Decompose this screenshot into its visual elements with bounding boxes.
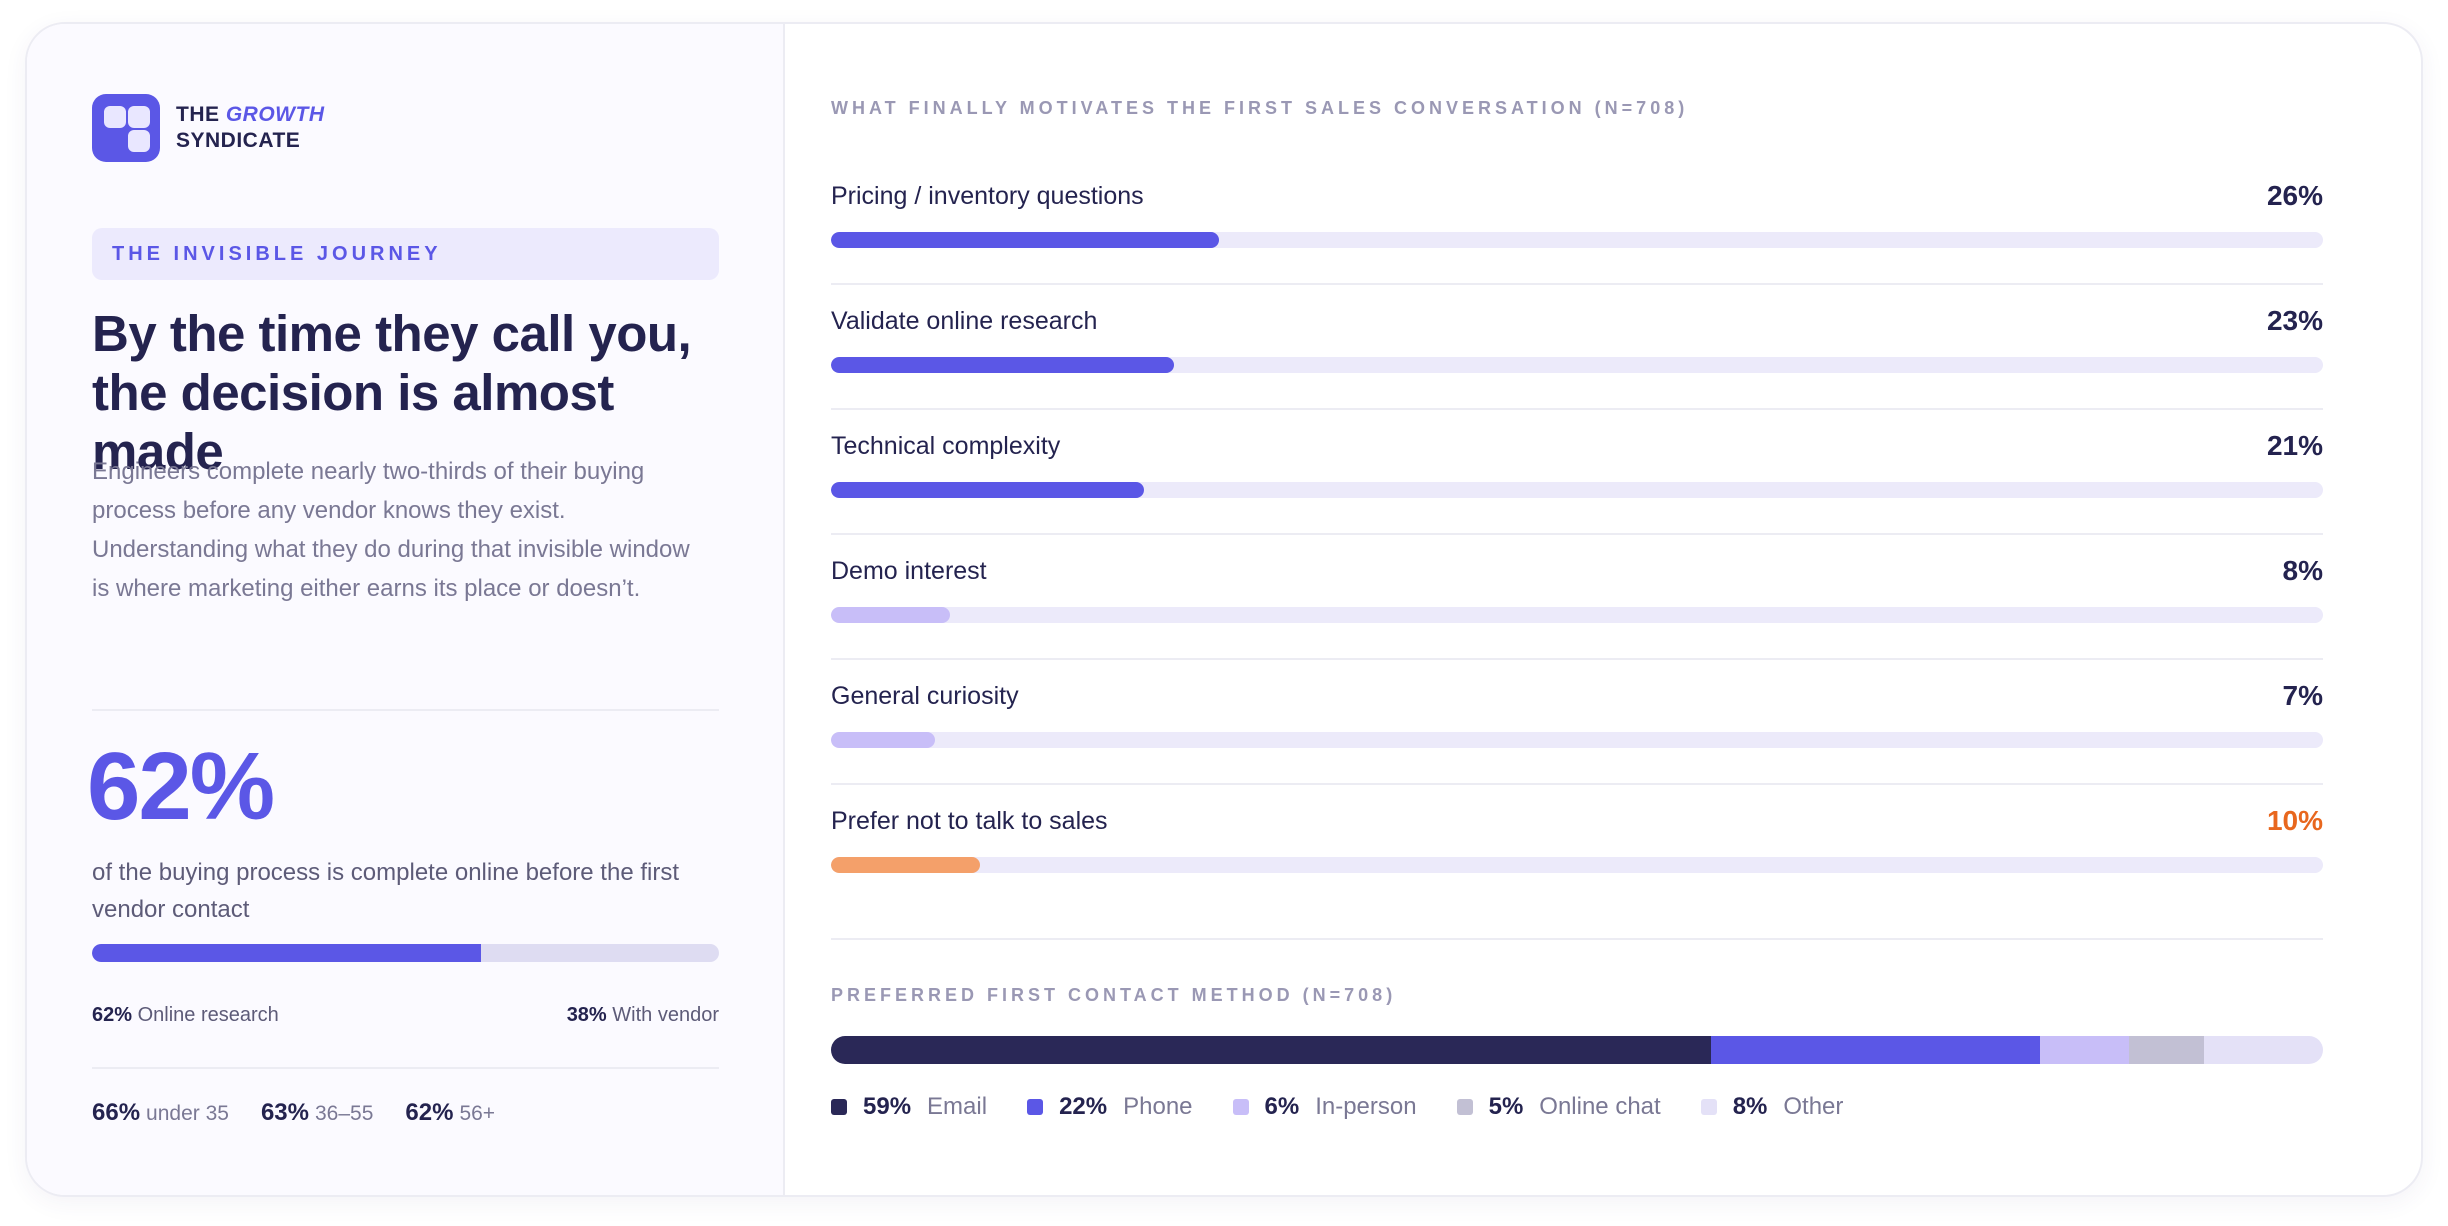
contact-method-legend: 59% Email 22% Phone 6% In-person 5% Online chat… (831, 1093, 1883, 1121)
big-stat-caption: of the buying process is complete online… (92, 859, 679, 923)
vendor-pct: 38% (566, 1004, 607, 1026)
divider (92, 1067, 719, 1069)
legend-label: In-person (1315, 1093, 1417, 1120)
age-label: under 35 (146, 1102, 229, 1125)
brand-name: THE GROWTH SYNDICATE (176, 102, 325, 154)
bar-value-label: 23% (2266, 305, 2323, 336)
bar-label: Validate online research (831, 307, 1098, 335)
brand-line1-b: GROWTH (225, 103, 325, 126)
age-group: 63% 36–55 (261, 1099, 373, 1127)
age-pct: 63% (260, 1099, 309, 1126)
divider (831, 938, 2323, 940)
bar-value-label: 10% (2266, 805, 2323, 836)
age-group: 66% under 35 (92, 1099, 229, 1127)
bar-track (831, 732, 2323, 748)
bar-track (831, 232, 2323, 248)
age-pct: 66% (92, 1099, 141, 1126)
stack-segment (2203, 1036, 2323, 1064)
legend-value: 22% (1059, 1093, 1108, 1120)
bar (831, 857, 981, 873)
bar-value-label: 8% (2282, 555, 2323, 586)
bar-row: General curiosity 7% (831, 660, 2323, 785)
age-breakdown: 66% under 35 63% 36–55 62% 56+ (92, 1099, 527, 1127)
online-text: Online research (137, 1004, 279, 1026)
bar (831, 232, 1219, 248)
legend-value: 8% (1732, 1093, 1768, 1120)
vendor-text: With vendor (612, 1004, 719, 1026)
bar-label: Technical complexity (831, 432, 1061, 460)
legend-item: 8% Other (1700, 1093, 1844, 1121)
split-labels: 62% Online research 38% With vendor (92, 1004, 719, 1027)
age-pct: 62% (405, 1099, 454, 1126)
bar-value-label: 26% (2266, 180, 2323, 211)
stack-segment (2129, 1036, 2204, 1064)
legend-item: 59% Email (831, 1093, 987, 1121)
online-vendor-split-bar (92, 944, 719, 962)
bar-row: Validate online research 23% (831, 285, 2323, 410)
contact-chart-title: PREFERRED FIRST CONTACT METHOD (N=708) (831, 985, 1397, 1005)
age-label: 36–55 (315, 1102, 374, 1125)
section-tag: THE INVISIBLE JOURNEY (92, 228, 719, 280)
legend-value: 6% (1264, 1093, 1300, 1120)
bar-value-label: 7% (2282, 680, 2323, 711)
vendor-label: 38% With vendor (567, 1004, 719, 1027)
bar-label: General curiosity (831, 682, 1019, 710)
bar (831, 732, 936, 748)
legend-value: 59% (863, 1093, 912, 1120)
legend-item: 5% Online chat (1456, 1093, 1661, 1121)
headline: By the time they call you, the decision … (92, 304, 752, 481)
description: Engineers complete nearly two-thirds of … (92, 458, 690, 602)
bar-row: Demo interest 8% (831, 535, 2323, 660)
age-label: 56+ (459, 1102, 496, 1125)
bar (831, 607, 951, 623)
stack-segment (2039, 1036, 2130, 1064)
divider (92, 709, 719, 711)
bar-track (831, 357, 2323, 373)
bar-track (831, 607, 2323, 623)
age-group: 62% 56+ (405, 1099, 495, 1127)
headline-line-2: the decision is almost made (92, 364, 614, 480)
bar-row: Pricing / inventory questions 26% (831, 160, 2323, 285)
bar-label: Pricing / inventory questions (831, 182, 1144, 210)
legend-item: 22% Phone (1027, 1093, 1193, 1121)
legend-label: Phone (1123, 1093, 1193, 1120)
left-panel: THE GROWTH SYNDICATE THE INVISIBLE JOURN… (27, 24, 785, 1195)
legend-swatch (1456, 1099, 1473, 1115)
bar-label: Prefer not to talk to sales (831, 807, 1108, 835)
bar (831, 357, 1175, 373)
stack-segment (1711, 1036, 2040, 1064)
legend-swatch (1700, 1099, 1717, 1115)
bar-value-label: 21% (2266, 430, 2323, 461)
bar-row: Prefer not to talk to sales 10% (831, 785, 2323, 910)
brand-line2: SYNDICATE (176, 129, 301, 152)
bar-row: Technical complexity 21% (831, 410, 2323, 535)
legend-label: Online chat (1539, 1093, 1661, 1120)
bar-track (831, 857, 2323, 873)
bar-label: Demo interest (831, 557, 987, 585)
contact-method-stacked-bar (831, 1036, 2323, 1064)
legend-value: 5% (1488, 1093, 1524, 1120)
bar (831, 482, 1145, 498)
legend-swatch (831, 1099, 847, 1115)
bar-track (831, 482, 2323, 498)
online-label: 62% Online research (92, 1004, 279, 1027)
headline-line-1: By the time they call you, (92, 305, 692, 362)
brand-logo-icon (92, 94, 160, 162)
motivation-chart-title: WHAT FINALLY MOTIVATES THE FIRST SALES C… (831, 98, 1689, 118)
motivation-bar-chart: Pricing / inventory questions 26% Validate… (831, 160, 2323, 910)
legend-label: Email (927, 1093, 988, 1120)
big-stat-value: 62% (87, 733, 275, 840)
legend-label: Other (1783, 1093, 1844, 1120)
brand: THE GROWTH SYNDICATE (92, 94, 325, 162)
online-pct: 62% (92, 1004, 133, 1026)
legend-swatch (1232, 1099, 1249, 1115)
legend-swatch (1027, 1099, 1044, 1115)
online-research-fill (92, 944, 481, 962)
legend-item: 6% In-person (1232, 1093, 1417, 1121)
stack-segment (831, 1036, 1712, 1064)
brand-line1-a: THE (176, 103, 226, 126)
